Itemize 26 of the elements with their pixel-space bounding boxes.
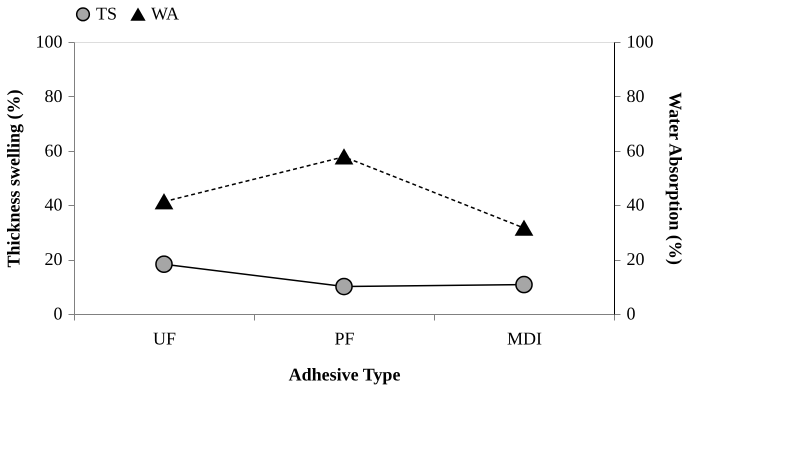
- point: [515, 276, 533, 294]
- x-axis-title: Adhesive Type: [288, 364, 400, 384]
- y2-axis-title: Water Absorption (%): [666, 92, 686, 265]
- point: [155, 255, 173, 274]
- y-axis-title: Thickness swelling (%): [4, 89, 24, 268]
- y2-tick-label: 80: [626, 86, 644, 106]
- y2-tick-label: 20: [626, 249, 644, 270]
- y-tick-label: 60: [44, 140, 62, 160]
- y2-tick-label: 0: [626, 304, 636, 324]
- point: [335, 278, 353, 296]
- point: [515, 220, 533, 236]
- legend-label: TS: [96, 3, 118, 24]
- x-tick-label: MDI: [507, 328, 542, 348]
- legend-label: WA: [151, 4, 179, 24]
- point: [335, 149, 353, 165]
- y2-tick-label: 60: [626, 140, 644, 160]
- y-tick-label: 20: [44, 249, 62, 270]
- point: [155, 194, 173, 210]
- y-tick-label: 80: [44, 86, 62, 106]
- y2-tick-label: 100: [626, 32, 654, 52]
- x-tick-label: UF: [152, 328, 176, 348]
- y-tick-label: 0: [54, 304, 62, 324]
- y-tick-label: 100: [36, 32, 62, 52]
- x-tick-label: PF: [334, 328, 355, 348]
- y2-tick-label: 40: [626, 194, 644, 215]
- y-tick-label: 40: [44, 194, 62, 215]
